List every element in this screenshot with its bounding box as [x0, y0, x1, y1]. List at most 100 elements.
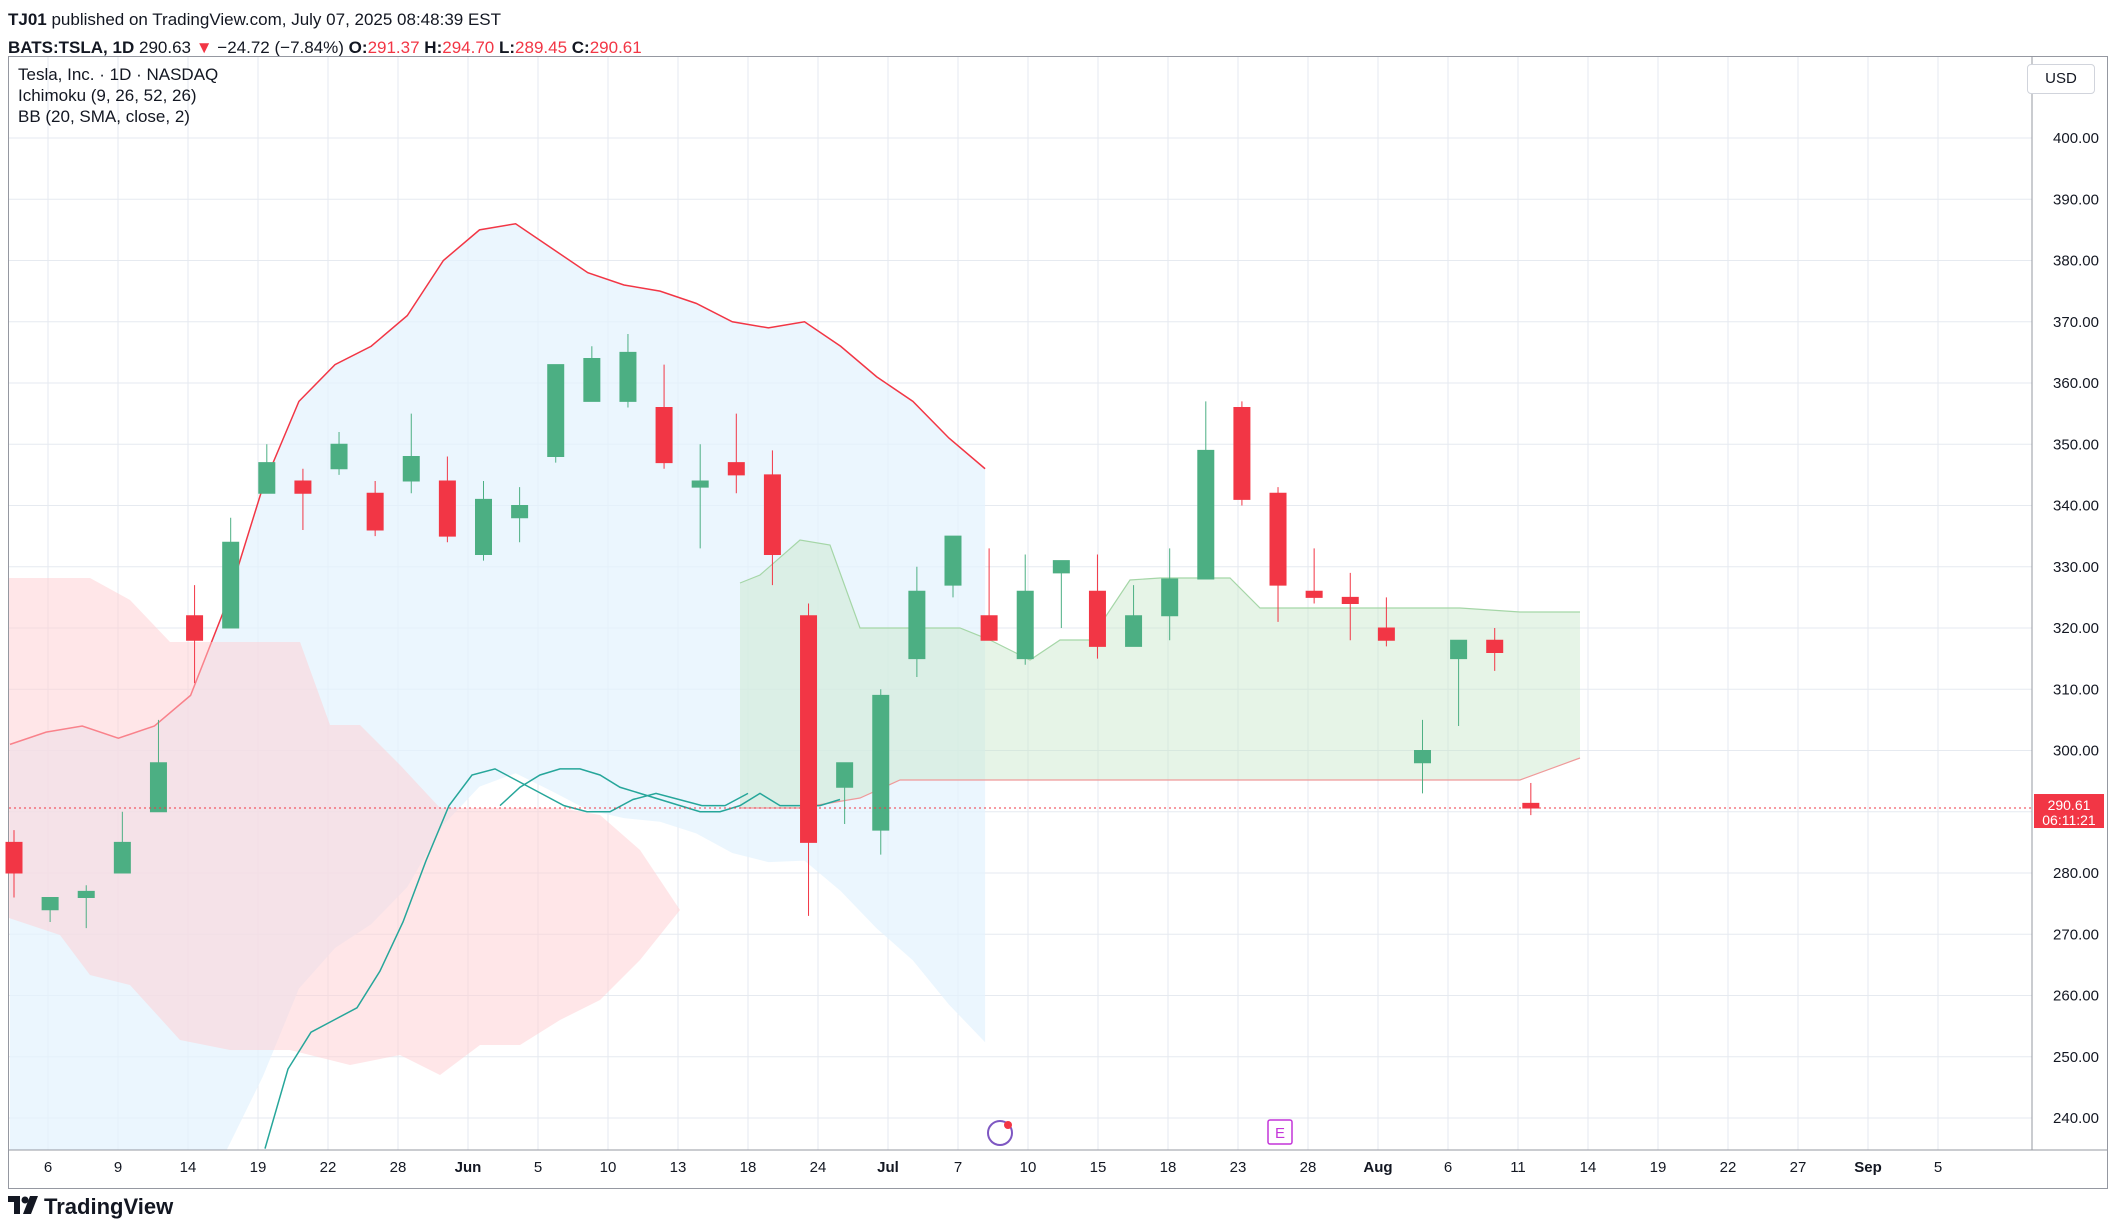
bar-countdown: 06:11:21	[2042, 812, 2096, 828]
price-change: −24.72 (−7.84%)	[217, 38, 344, 57]
candle-body[interactable]	[872, 694, 890, 831]
price-axis-label: 360.00	[2053, 375, 2099, 392]
candle-body[interactable]	[511, 505, 529, 519]
price-axis-label: 390.00	[2053, 191, 2099, 208]
time-axis-label: 22	[320, 1159, 337, 1176]
time-axis-label: 18	[740, 1159, 757, 1176]
high-value: 294.70	[442, 38, 495, 57]
candle-body[interactable]	[1088, 590, 1106, 647]
candle-body[interactable]	[113, 841, 131, 874]
symbol-label: BATS:TSLA, 1D	[8, 38, 135, 57]
close-label: C:	[571, 38, 590, 57]
candle-body[interactable]	[944, 535, 962, 586]
candle-body[interactable]	[691, 480, 709, 488]
price-axis-label: 260.00	[2053, 988, 2099, 1005]
time-axis-label: Jun	[455, 1159, 482, 1176]
candle-body[interactable]	[1450, 639, 1468, 660]
candle-body[interactable]	[149, 762, 167, 813]
candle-body[interactable]	[1233, 407, 1251, 500]
candle-body[interactable]	[619, 351, 637, 402]
last-price-tag-value: 290.61	[2048, 797, 2091, 813]
time-axis-label: 15	[1090, 1159, 1107, 1176]
candle-body[interactable]	[800, 615, 818, 843]
candle-body[interactable]	[474, 498, 492, 555]
candle-body[interactable]	[1486, 639, 1504, 653]
candle-body[interactable]	[1161, 578, 1179, 617]
candle-body[interactable]	[1341, 596, 1359, 604]
candle-body[interactable]	[1377, 627, 1395, 641]
candle-body[interactable]	[1125, 615, 1143, 647]
candle-body[interactable]	[908, 590, 926, 660]
time-axis-label: 24	[810, 1159, 827, 1176]
candle-body[interactable]	[763, 474, 781, 555]
time-axis-label: Sep	[1854, 1159, 1882, 1176]
candle-body[interactable]	[330, 443, 348, 470]
candle-body[interactable]	[5, 841, 23, 874]
candle-body[interactable]	[655, 407, 673, 464]
price-axis-label: 240.00	[2053, 1110, 2099, 1127]
price-axis-label: 320.00	[2053, 620, 2099, 637]
candle-body[interactable]	[583, 358, 601, 402]
time-axis-label: 6	[44, 1159, 52, 1176]
legend-symbol-title[interactable]: Tesla, Inc. · 1D · NASDAQ	[18, 65, 219, 84]
legend-ichimoku[interactable]: Ichimoku (9, 26, 52, 26)	[18, 86, 197, 105]
candle-body[interactable]	[222, 541, 240, 629]
time-axis-label: Aug	[1363, 1159, 1392, 1176]
publish-info: published on TradingView.com, July 07, 2…	[46, 10, 502, 29]
candle-body[interactable]	[258, 462, 276, 494]
legend-bollinger[interactable]: BB (20, SMA, close, 2)	[18, 107, 190, 126]
candle-body[interactable]	[1052, 560, 1070, 574]
currency-selector[interactable]: USD	[2027, 64, 2095, 94]
time-axis-label: 7	[954, 1159, 962, 1176]
low-label: L:	[498, 38, 516, 57]
time-axis-label: 14	[1580, 1159, 1597, 1176]
low-value: 289.45	[515, 38, 568, 57]
candle-body[interactable]	[41, 897, 59, 911]
earnings-marker-label: E	[1275, 1125, 1285, 1142]
time-axis-label: 22	[1720, 1159, 1737, 1176]
time-axis-label: 23	[1230, 1159, 1247, 1176]
candle-body[interactable]	[186, 615, 204, 641]
time-axis-label: 27	[1790, 1159, 1807, 1176]
price-axis-label: 340.00	[2053, 498, 2099, 515]
candle-body[interactable]	[1305, 590, 1323, 598]
price-axis-label: 380.00	[2053, 253, 2099, 270]
candle-body[interactable]	[547, 364, 565, 457]
candle-body[interactable]	[1197, 449, 1215, 580]
candle-body[interactable]	[1522, 802, 1540, 809]
senkou-span-b	[740, 757, 1581, 809]
time-axis-label: 9	[114, 1159, 122, 1176]
price-axis-label: 280.00	[2053, 865, 2099, 882]
price-axis-label: 400.00	[2053, 130, 2099, 147]
chart-frame[interactable]	[8, 56, 2108, 1189]
candle-body[interactable]	[836, 762, 854, 788]
candle-body[interactable]	[1016, 590, 1034, 660]
candle-body[interactable]	[438, 480, 456, 537]
time-axis-label: 19	[250, 1159, 267, 1176]
time-axis-label: 10	[1020, 1159, 1037, 1176]
publisher-user[interactable]: TJ01	[8, 10, 47, 29]
event-icon[interactable]	[987, 1120, 1013, 1146]
candle-body[interactable]	[980, 615, 998, 641]
candle-body[interactable]	[1413, 750, 1431, 764]
time-axis-label: 19	[1650, 1159, 1667, 1176]
candle-body[interactable]	[1269, 492, 1287, 586]
event-dot-icon	[1004, 1121, 1012, 1129]
time-axis-label: 10	[600, 1159, 617, 1176]
candle-body[interactable]	[77, 890, 95, 898]
tenkan-sen-line	[264, 768, 749, 1149]
time-axis-label: 18	[1160, 1159, 1177, 1176]
time-axis-label: 5	[1934, 1159, 1942, 1176]
earnings-marker[interactable]	[1267, 1119, 1293, 1145]
tradingview-logo-icon	[8, 1194, 38, 1220]
high-label: H:	[424, 38, 443, 57]
price-axis-label: 310.00	[2053, 681, 2099, 698]
candle-body[interactable]	[366, 492, 384, 531]
candle-body[interactable]	[727, 462, 745, 476]
candle-body[interactable]	[402, 456, 420, 482]
candle-body[interactable]	[294, 480, 312, 494]
kijun-sen-line	[499, 768, 841, 813]
tradingview-logo[interactable]: TradingView	[8, 1194, 173, 1220]
price-axis-label: 270.00	[2053, 926, 2099, 943]
